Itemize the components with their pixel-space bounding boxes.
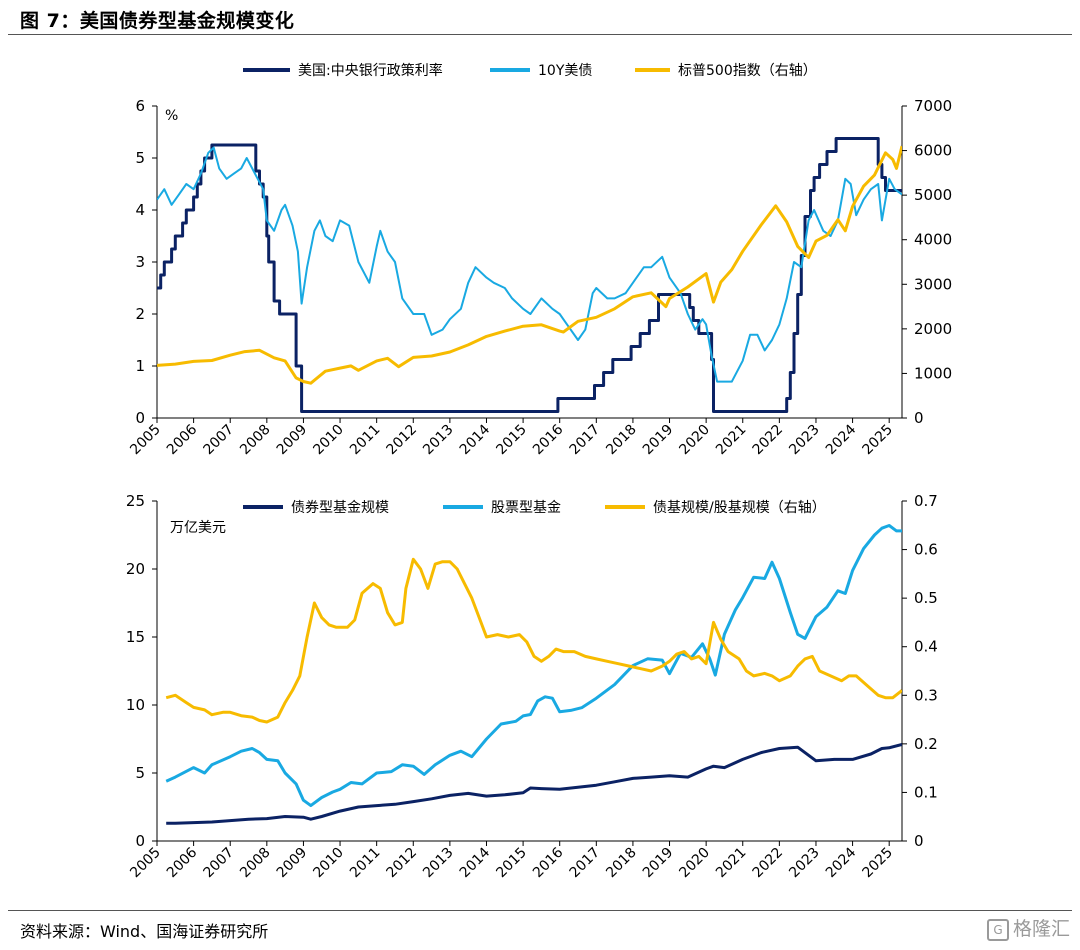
x-tick-label: 2021 [713, 422, 750, 459]
x-tick-label: 2009 [274, 845, 311, 882]
bottom-rule [8, 910, 1072, 911]
right-tick-label: 3000 [914, 275, 952, 293]
right-tick-label: 0.3 [914, 686, 938, 704]
left-tick-label: 25 [126, 492, 145, 510]
x-tick-label: 2019 [640, 845, 677, 882]
right-tick-label: 5000 [914, 186, 952, 204]
right-tick-label: 7000 [914, 97, 952, 115]
x-tick-label: 2020 [676, 422, 713, 459]
right-tick-label: 0.5 [914, 589, 938, 607]
x-tick-label: 2020 [676, 845, 713, 882]
x-tick-label: 2016 [530, 421, 567, 458]
left-tick-label: 20 [126, 560, 145, 578]
x-tick-label: 2012 [384, 845, 421, 882]
x-tick-label: 2025 [859, 845, 896, 882]
right-tick-label: 0 [914, 832, 924, 850]
x-tick-label: 2023 [786, 845, 823, 882]
x-tick-label: 2017 [567, 845, 604, 882]
legend-label-2: 股票型基金 [491, 499, 561, 516]
legend-label-3: 债基规模/股基规模（右轴） [653, 499, 826, 516]
legend-label-1: 债券型基金规模 [291, 499, 389, 516]
legend-label-3: 标普500指数（右轴） [678, 63, 817, 79]
x-tick-label: 2013 [420, 422, 457, 459]
x-tick-label: 2011 [347, 845, 384, 882]
source-note: 资料来源：Wind、国海证券研究所 [20, 922, 269, 941]
right-tick-label: 4000 [914, 231, 952, 249]
x-tick-label: 2006 [164, 844, 201, 881]
x-tick-label: 2015 [493, 422, 530, 459]
right-tick-label: 0.6 [914, 541, 938, 559]
series-line-2 [157, 146, 902, 383]
right-tick-label: 2000 [914, 320, 952, 338]
series-line-1 [157, 137, 902, 413]
x-tick-label: 2018 [603, 422, 640, 459]
x-tick-label: 2011 [347, 422, 384, 459]
right-tick-label: 1000 [914, 364, 952, 382]
x-tick-label: 2013 [420, 845, 457, 882]
x-tick-label: 2023 [786, 422, 823, 459]
left-tick-label: 3 [135, 253, 145, 271]
y-unit-label: 万亿美元 [170, 520, 226, 536]
x-tick-label: 2014 [457, 844, 494, 881]
watermark-text: 格隆汇 [1012, 918, 1070, 940]
x-tick-label: 2021 [713, 845, 750, 882]
right-tick-label: 0 [914, 409, 924, 427]
x-tick-label: 2006 [164, 421, 201, 458]
x-tick-label: 2024 [823, 844, 860, 881]
right-tick-label: 0.2 [914, 735, 938, 753]
x-tick-label: 2018 [603, 845, 640, 882]
x-tick-label: 2010 [310, 845, 347, 882]
x-tick-label: 2025 [859, 422, 896, 459]
left-tick-label: 15 [126, 628, 145, 646]
left-tick-label: 0 [135, 409, 145, 427]
series-line-1 [166, 742, 902, 825]
left-tick-label: 0 [135, 832, 145, 850]
watermark-logo-icon: G [986, 918, 1009, 941]
series-line-3 [157, 145, 902, 385]
figure-title: 图 7：美国债券型基金规模变化 [20, 10, 295, 32]
x-tick-label: 2015 [493, 845, 530, 882]
x-tick-label: 2024 [823, 421, 860, 458]
left-tick-label: 10 [126, 696, 145, 714]
legend-label-1: 美国:中央银行政策利率 [298, 62, 443, 79]
series-line-2 [165, 524, 902, 808]
x-tick-label: 2007 [201, 422, 238, 459]
right-tick-label: 6000 [914, 142, 952, 160]
x-tick-label: 2022 [750, 845, 787, 882]
left-tick-label: 5 [135, 149, 145, 167]
series-line-3 [165, 557, 902, 724]
x-tick-label: 2012 [384, 422, 421, 459]
left-tick-label: 5 [135, 764, 145, 782]
x-tick-label: 2022 [750, 422, 787, 459]
top-rule [8, 34, 1072, 35]
y-unit-label: % [165, 108, 178, 124]
x-tick-label: 2005 [127, 422, 164, 459]
x-tick-label: 2017 [567, 422, 604, 459]
left-tick-label: 6 [135, 97, 145, 115]
x-tick-label: 2008 [237, 845, 274, 882]
left-tick-label: 4 [135, 201, 145, 219]
right-tick-label: 0.4 [914, 638, 938, 656]
left-tick-label: 1 [135, 357, 145, 375]
x-tick-label: 2010 [310, 422, 347, 459]
right-tick-label: 0.7 [914, 492, 938, 510]
left-tick-label: 2 [135, 305, 145, 323]
x-tick-label: 2014 [457, 421, 494, 458]
x-tick-label: 2008 [237, 422, 274, 459]
x-tick-label: 2016 [530, 844, 567, 881]
right-tick-label: 0.1 [914, 783, 938, 801]
x-tick-label: 2007 [201, 845, 238, 882]
x-tick-label: 2005 [127, 845, 164, 882]
watermark: G 格隆汇 [986, 914, 1070, 941]
x-tick-label: 2009 [274, 422, 311, 459]
x-tick-label: 2019 [640, 422, 677, 459]
legend-label-2: 10Y美债 [538, 63, 592, 79]
chart-policy-rate-treasury-sp500: 0 1 2 3 4 5 6 0 1000 2000 3000 4000 5000 6000 7000 2005… [127, 62, 952, 459]
